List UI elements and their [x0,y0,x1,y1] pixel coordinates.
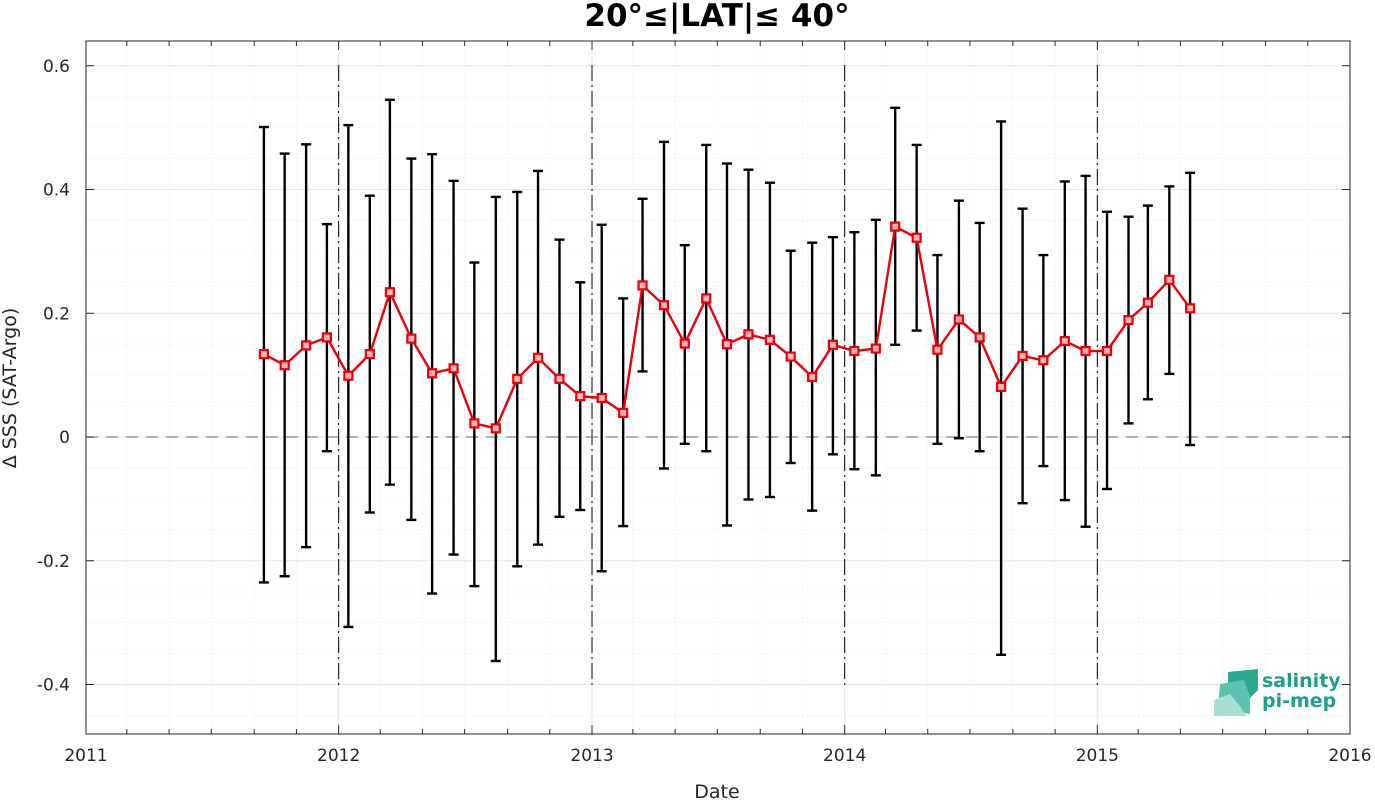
data-point [701,293,712,304]
data-point [870,343,881,354]
data-point [974,332,985,343]
data-point [301,340,312,351]
data-point [427,368,438,379]
data-point [384,287,395,298]
chart-title: 20°≤|LAT|≤ 40° [584,0,849,34]
data-point [637,280,648,291]
logo-text-line2: pi-mep [1262,690,1336,712]
data-point [849,345,860,357]
data-point [1038,355,1049,366]
data-point [490,423,501,434]
data-point [596,392,607,404]
data-point [343,370,354,381]
y-tick-label: 0.6 [43,57,70,77]
data-point [679,338,690,349]
data-point [1080,345,1091,357]
x-tick-label: 2015 [1076,746,1119,766]
x-tick-label: 2013 [570,746,613,766]
data-point [911,232,922,243]
data-point [258,348,270,360]
data-point [996,381,1007,392]
data-point [512,373,523,384]
data-point [953,314,964,325]
y-tick-label: 0 [59,428,70,448]
x-tick-labels: 2011 2012 2013 2014 2015 2016 [64,746,1371,766]
logo-text-line1: salinity [1262,670,1341,692]
data-point [932,344,943,355]
y-axis-label: Δ SSS (SAT-Argo) [0,308,21,468]
data-point [785,351,796,362]
data-point [364,348,375,360]
x-tick-label: 2011 [64,746,107,766]
axis-ticks [85,41,1351,734]
wave-icon [1214,669,1258,716]
data-point [554,373,565,384]
salinity-pimep-logo: salinity pi-mep [1214,669,1341,716]
x-axis-label: Date [694,781,739,801]
data-point [469,418,480,429]
data-point [532,352,544,363]
data-point [575,391,586,402]
data-point [618,407,629,418]
x-tick-label: 2016 [1328,746,1371,766]
plot-frame [85,40,1351,735]
data-point [743,329,754,340]
data-point [1059,335,1070,347]
y-tick-label: -0.2 [37,552,70,572]
data-point [827,339,839,350]
data-point [807,371,818,383]
data-point [406,333,417,344]
series-markers [258,221,1196,434]
data-point [1184,303,1196,314]
data-point [890,221,901,232]
data-point [279,360,290,371]
data-point [321,332,332,343]
data-point [1164,274,1175,285]
y-tick-labels: -0.4 -0.2 0 0.2 0.4 0.6 [37,57,70,696]
y-tick-label: 0.4 [43,181,70,201]
data-point [764,334,776,345]
data-point [448,363,459,374]
y-tick-label: 0.2 [43,304,70,324]
x-tick-label: 2014 [823,746,866,766]
data-point [1142,297,1153,308]
data-point [1101,345,1113,357]
data-point [658,300,670,311]
x-tick-label: 2012 [317,746,360,766]
data-point [721,339,733,350]
y-tick-label: -0.4 [37,676,70,696]
data-point [1017,350,1028,362]
data-point [1123,314,1134,326]
